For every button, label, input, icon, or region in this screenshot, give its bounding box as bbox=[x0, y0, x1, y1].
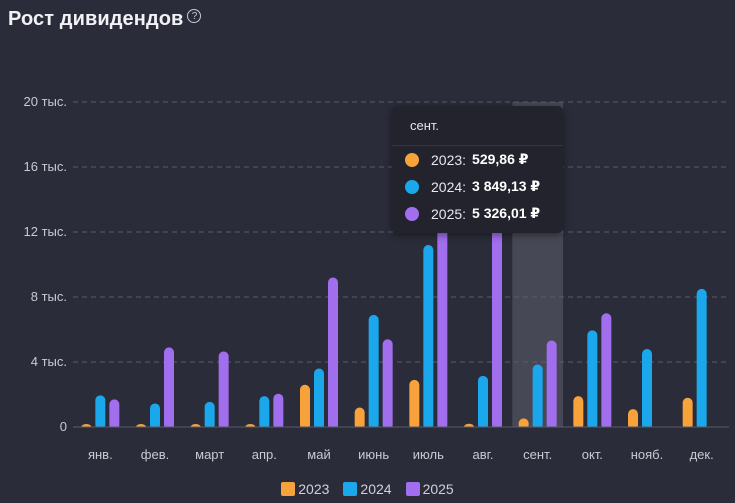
bar-2025-8 bbox=[546, 340, 557, 430]
y-tick-label-2: 8 тыс. bbox=[31, 289, 67, 304]
y-tick-label-4: 16 тыс. bbox=[24, 159, 67, 174]
bar-2025-9 bbox=[601, 313, 612, 430]
bar-2024-3 bbox=[259, 396, 270, 430]
y-tick-label-3: 12 тыс. bbox=[24, 224, 67, 239]
legend-item-2024[interactable]: 2024 bbox=[343, 481, 392, 497]
bar-2025-1 bbox=[164, 347, 174, 430]
bar-2024-2 bbox=[204, 401, 215, 430]
bar-2024-7 bbox=[478, 375, 488, 430]
legend-item-2025[interactable]: 2025 bbox=[405, 481, 454, 497]
y-tick-label-5: 20 тыс. bbox=[24, 94, 67, 109]
chart-tooltip: сент. 2023: 529,86 ₽ 2024: 3 849,13 ₽ 20… bbox=[392, 106, 563, 233]
tooltip-value-2025: 5 326,01 ₽ bbox=[472, 205, 541, 221]
title-row: Рост дивидендов ? bbox=[8, 8, 202, 31]
bar-2025-3 bbox=[273, 393, 284, 430]
help-icon[interactable]: ? bbox=[187, 8, 202, 23]
x-tick-label-0: янв. bbox=[88, 447, 113, 462]
legend-swatch-2023-icon bbox=[281, 482, 296, 496]
legend-swatch-2025-icon bbox=[405, 482, 420, 496]
x-tick-label-7: авг. bbox=[473, 447, 494, 462]
bar-2025-7 bbox=[492, 191, 502, 430]
y-tick-label-1: 4 тыс. bbox=[31, 354, 67, 369]
bar-2023-11 bbox=[682, 397, 693, 430]
bar-2024-11 bbox=[696, 288, 707, 430]
y-tick-label-0: 0 bbox=[60, 419, 67, 434]
bar-2023-5 bbox=[354, 407, 365, 430]
bar-2024-5 bbox=[368, 314, 379, 430]
baseline-mask bbox=[73, 427, 729, 434]
chart-legend: 2023 2024 2025 bbox=[0, 481, 735, 497]
legend-dot-2025-icon bbox=[405, 206, 419, 221]
bar-2025-4 bbox=[328, 277, 338, 430]
bar-2024-0 bbox=[95, 395, 106, 430]
chart-title: Рост дивидендов bbox=[8, 8, 184, 30]
legend-swatch-2024-icon bbox=[343, 482, 358, 496]
x-tick-label-11: дек. bbox=[690, 447, 714, 462]
bar-2024-8 bbox=[532, 364, 543, 430]
x-tick-label-10: нояб. bbox=[631, 447, 664, 462]
x-tick-label-1: фев. bbox=[141, 447, 169, 462]
bar-2025-5 bbox=[382, 339, 393, 430]
bar-2024-9 bbox=[587, 330, 598, 430]
bar-2024-4 bbox=[314, 368, 324, 430]
legend-dot-2024-icon bbox=[405, 179, 419, 194]
x-tick-label-6: июль bbox=[413, 447, 444, 462]
legend-label-2024: 2024 bbox=[360, 481, 392, 497]
tooltip-value-2024: 3 849,13 ₽ bbox=[472, 178, 541, 194]
x-tick-label-3: апр. bbox=[252, 447, 277, 462]
legend-label-2025: 2025 bbox=[422, 481, 454, 497]
bar-2024-6 bbox=[423, 245, 434, 430]
bar-2024-1 bbox=[150, 403, 160, 430]
legend-dot-2023-icon bbox=[405, 152, 419, 167]
tooltip-label-2024: 2024: bbox=[431, 178, 467, 195]
legend-item-2023[interactable]: 2023 bbox=[281, 481, 329, 497]
bar-2023-10 bbox=[628, 409, 638, 430]
bar-2025-2 bbox=[218, 351, 229, 430]
x-tick-label-8: сент. bbox=[523, 447, 552, 462]
tooltip-label-2025: 2025: bbox=[431, 205, 467, 222]
bar-2023-6 bbox=[409, 379, 420, 430]
tooltip-label-2023: 2023: bbox=[431, 151, 467, 168]
x-tick-label-5: июнь bbox=[358, 447, 389, 462]
tooltip-row-2024: 2024: 3 849,13 ₽ bbox=[392, 173, 563, 200]
tooltip-value-2023: 529,86 ₽ bbox=[472, 151, 529, 167]
x-tick-label-2: март bbox=[195, 447, 224, 462]
x-tick-label-9: окт. bbox=[582, 447, 603, 462]
tooltip-row-2023: 2023: 529,86 ₽ bbox=[392, 146, 563, 173]
x-tick-label-4: май bbox=[307, 447, 330, 462]
bar-2023-4 bbox=[300, 384, 310, 430]
tooltip-row-2025: 2025: 5 326,01 ₽ bbox=[392, 200, 563, 227]
bar-2024-10 bbox=[642, 349, 652, 430]
legend-label-2023: 2023 bbox=[298, 481, 330, 497]
tooltip-title: сент. bbox=[392, 106, 563, 146]
bar-2025-0 bbox=[109, 399, 120, 430]
bar-2023-9 bbox=[573, 396, 584, 430]
